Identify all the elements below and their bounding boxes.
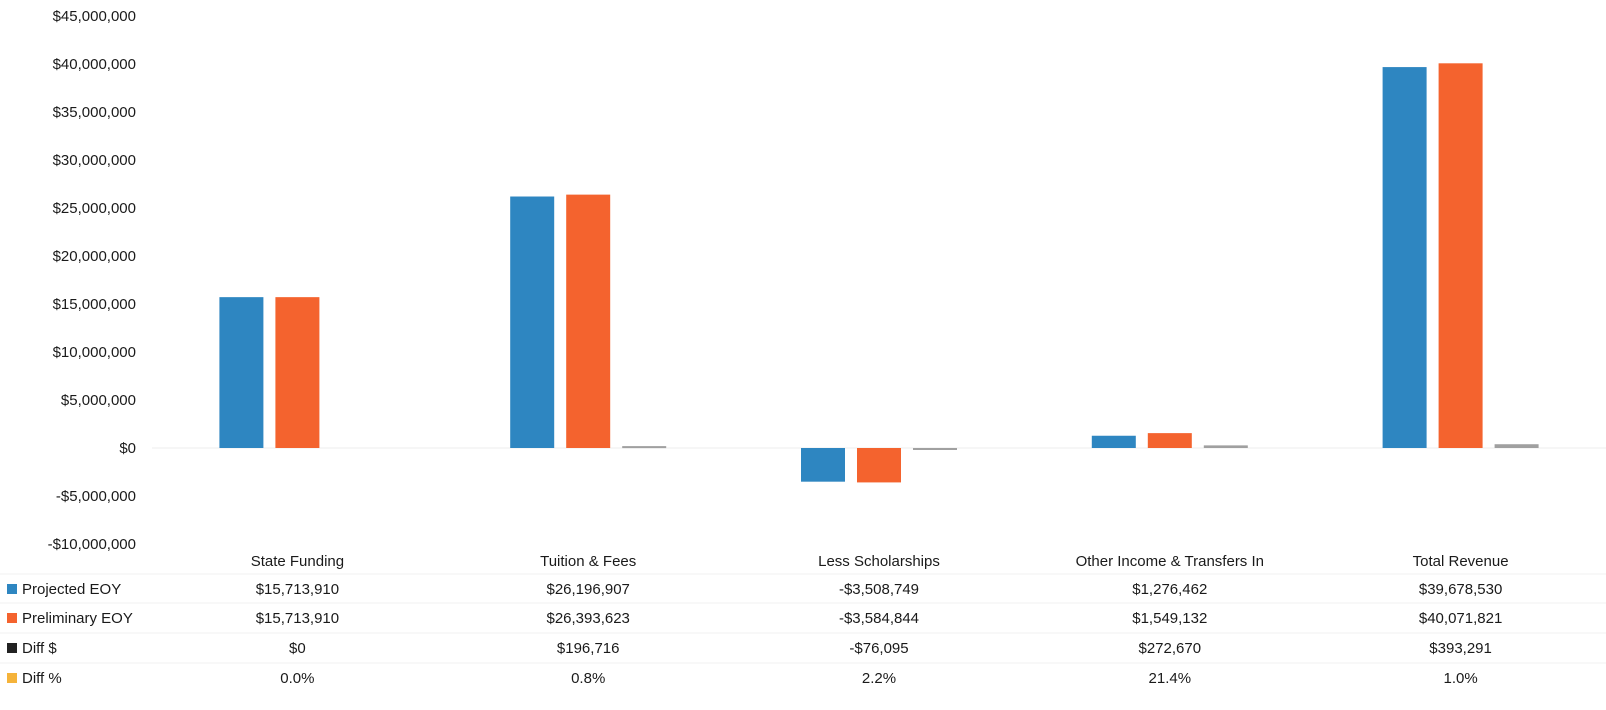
category-label: Tuition & Fees: [540, 553, 636, 570]
bar-preliminary: [1147, 433, 1192, 448]
data-label: $26,196,907: [546, 581, 629, 598]
legend-key-diff_dollar: [7, 643, 17, 653]
category-label: Total Revenue: [1413, 553, 1509, 570]
legend-key-preliminary: [7, 613, 17, 623]
data-label: 2.2%: [862, 670, 896, 687]
data-label: $15,713,910: [256, 581, 339, 598]
bar-preliminary: [857, 448, 901, 483]
y-tick-label: $20,000,000: [53, 248, 136, 265]
y-tick-label: $45,000,000: [53, 8, 136, 25]
bar-diff_dollar: [1203, 445, 1248, 448]
category-label: State Funding: [251, 553, 344, 570]
y-axis: $45,000,000 $40,000,000 $35,000,000 $30,000…: [48, 8, 1606, 553]
category-label: Other Income & Transfers In: [1076, 553, 1264, 570]
bars: [219, 63, 1539, 483]
y-tick-label: $30,000,000: [53, 152, 136, 169]
data-label: -$3,584,844: [839, 610, 919, 627]
bar-diff_dollar: [622, 446, 667, 449]
y-tick-label: $15,000,000: [53, 296, 136, 313]
data-label: $393,291: [1429, 640, 1492, 657]
category-label: Less Scholarships: [818, 553, 940, 570]
data-label: $39,678,530: [1419, 581, 1502, 598]
y-tick-label: -$10,000,000: [48, 536, 136, 553]
bar-preliminary: [275, 297, 320, 448]
legend-label: Diff $: [22, 640, 57, 657]
bar-preliminary: [566, 194, 611, 448]
bar-projected: [219, 297, 264, 448]
y-tick-label: $0: [119, 440, 136, 457]
data-label: $1,276,462: [1132, 581, 1207, 598]
legend-key-projected: [7, 584, 17, 594]
data-label: $0: [289, 640, 306, 657]
data-label: $26,393,623: [546, 610, 629, 627]
data-label: 1.0%: [1443, 670, 1477, 687]
bar-diff_dollar: [1494, 444, 1539, 448]
category-labels: State Funding Tuition & Fees Less Scholars…: [251, 553, 1509, 570]
data-label: 0.8%: [571, 670, 605, 687]
y-tick-label: $10,000,000: [53, 344, 136, 361]
legend-label: Diff %: [22, 670, 62, 687]
data-label: 0.0%: [280, 670, 314, 687]
legend-label: Projected EOY: [22, 581, 121, 598]
legend-label: Preliminary EOY: [22, 610, 133, 627]
data-table: Projected EOY $15,713,910 $26,196,907 -$3,5…: [0, 573, 1606, 687]
y-tick-label: $5,000,000: [61, 392, 136, 409]
bar-preliminary: [1438, 63, 1483, 449]
data-label: -$76,095: [849, 640, 908, 657]
legend-key-diff_pct: [7, 673, 17, 683]
data-label: $1,549,132: [1132, 610, 1207, 627]
data-label: $196,716: [557, 640, 620, 657]
y-tick-label: $25,000,000: [53, 200, 136, 217]
bar-projected: [1091, 435, 1136, 448]
data-label: $272,670: [1139, 640, 1202, 657]
bar-projected: [801, 448, 845, 482]
y-tick-label: -$5,000,000: [56, 488, 136, 505]
bar-projected: [510, 196, 555, 448]
y-tick-label: $35,000,000: [53, 104, 136, 121]
data-label: $15,713,910: [256, 610, 339, 627]
data-label: -$3,508,749: [839, 581, 919, 598]
data-label: $40,071,821: [1419, 610, 1502, 627]
y-tick-label: $40,000,000: [53, 56, 136, 73]
bar-projected: [1382, 67, 1427, 448]
bar-diff_dollar: [913, 448, 957, 450]
data-label: 21.4%: [1149, 670, 1192, 687]
